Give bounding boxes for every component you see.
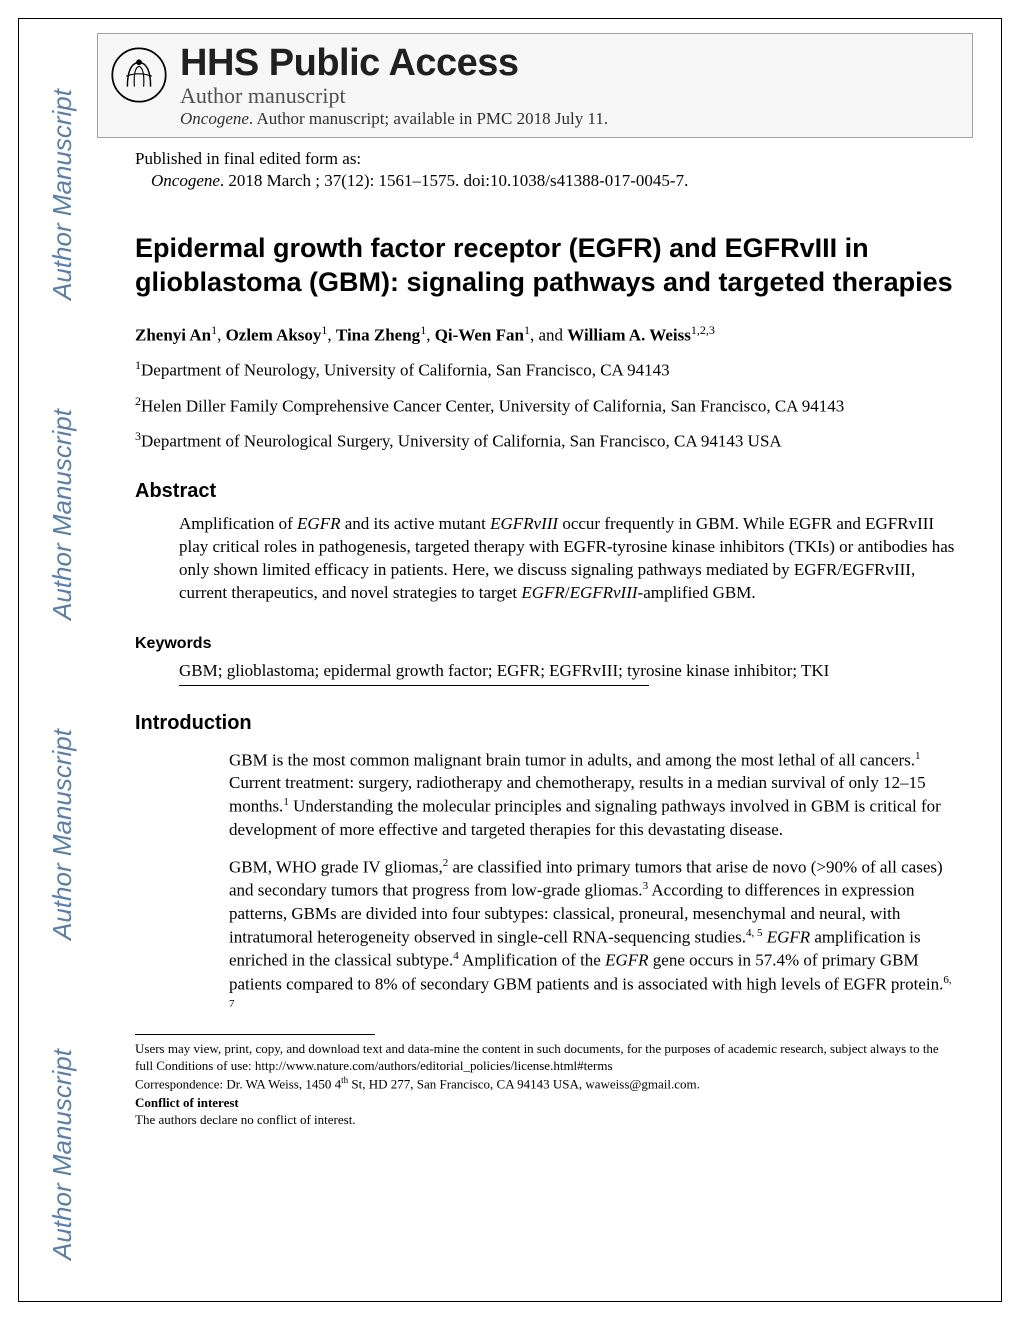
- footnote-rule: [135, 1034, 375, 1035]
- introduction-head: Introduction: [135, 712, 957, 735]
- footnote-correspondence: Correspondence: Dr. WA Weiss, 1450 4th S…: [135, 1075, 957, 1093]
- keywords-head: Keywords: [135, 635, 957, 653]
- footnote-terms: Users may view, print, copy, and downloa…: [135, 1041, 957, 1075]
- content-column: Epidermal growth factor receptor (EGFR) …: [135, 232, 957, 1020]
- intro-paragraph: GBM, WHO grade IV gliomas,2 are classifi…: [229, 856, 957, 1021]
- intro-paragraph: GBM is the most common malignant brain t…: [229, 749, 957, 842]
- header-title: HHS Public Access: [180, 42, 960, 85]
- pub-line2-rest: . 2018 March ; 37(12): 1561–1575. doi:10…: [220, 171, 688, 190]
- abstract-head: Abstract: [135, 480, 957, 503]
- header-text: HHS Public Access Author manuscript Onco…: [180, 42, 960, 129]
- affiliation-1: 1Department of Neurology, University of …: [135, 357, 957, 383]
- affiliation-2: 2Helen Diller Family Comprehensive Cance…: [135, 393, 957, 419]
- watermark-text: Author Manuscript: [47, 729, 78, 940]
- header-journal: Oncogene: [180, 109, 249, 128]
- header-sub2-rest: . Author manuscript; available in PMC 20…: [249, 109, 608, 128]
- hhs-logo-icon: [110, 46, 168, 104]
- header-block: HHS Public Access Author manuscript Onco…: [97, 33, 973, 138]
- keywords-body: GBM; glioblastoma; epidermal growth fact…: [179, 661, 957, 681]
- introduction-body: GBM is the most common malignant brain t…: [229, 749, 957, 1021]
- footnote-coi-head: Conflict of interest: [135, 1095, 957, 1112]
- abstract-body: Amplification of EGFR and its active mut…: [179, 513, 957, 605]
- affiliation-3: 3Department of Neurological Surgery, Uni…: [135, 428, 957, 454]
- keywords-rule: [179, 685, 649, 686]
- header-sub1: Author manuscript: [180, 83, 960, 109]
- footnotes: Users may view, print, copy, and downloa…: [135, 1041, 957, 1129]
- pub-line1: Published in final edited form as:: [135, 148, 941, 170]
- watermark-text: Author Manuscript: [47, 1049, 78, 1260]
- authors: Zhenyi An1, Ozlem Aksoy1, Tina Zheng1, Q…: [135, 322, 957, 347]
- pub-journal: Oncogene: [151, 171, 220, 190]
- footnote-coi-body: The authors declare no conflict of inter…: [135, 1112, 957, 1129]
- pub-line2: Oncogene. 2018 March ; 37(12): 1561–1575…: [135, 170, 941, 192]
- article-title: Epidermal growth factor receptor (EGFR) …: [135, 232, 957, 300]
- watermark-text: Author Manuscript: [47, 409, 78, 620]
- watermark-text: Author Manuscript: [47, 89, 78, 300]
- page-frame: Author Manuscript Author Manuscript Auth…: [18, 18, 1002, 1302]
- publication-info: Published in final edited form as: Oncog…: [135, 148, 941, 192]
- header-sub2: Oncogene. Author manuscript; available i…: [180, 109, 960, 129]
